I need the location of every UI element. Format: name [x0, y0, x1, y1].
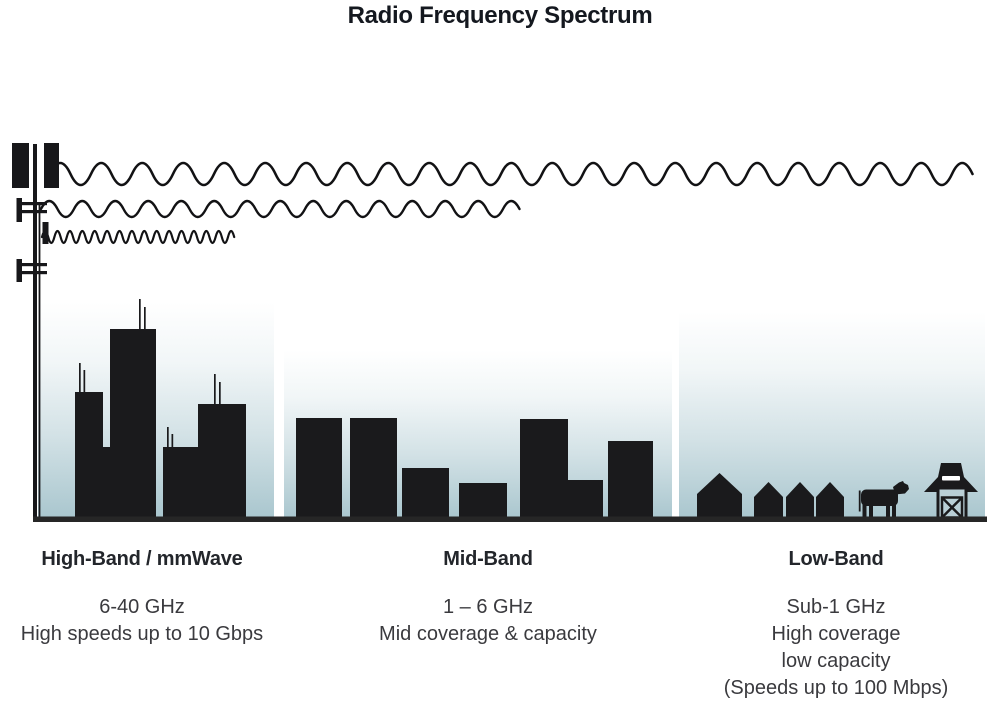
- band-label-high: High-Band / mmWave 6-40 GHz High speeds …: [18, 548, 266, 648]
- house-icon: [697, 473, 742, 519]
- house-icon: [816, 482, 844, 519]
- ground-line: [33, 516, 987, 522]
- band-description-mid: Mid coverage & capacity: [379, 623, 597, 645]
- band-frequency-mid: 1 – 6 GHz: [442, 596, 534, 618]
- band-label-mid: Mid-Band 1 – 6 GHz Mid coverage & capaci…: [362, 548, 614, 648]
- cell-tower-icon: [12, 143, 59, 521]
- house-icon: [754, 482, 783, 519]
- mid-band-wave-icon: [39, 199, 521, 219]
- band-heading-high: High-Band / mmWave: [41, 548, 243, 570]
- house-icon: [786, 482, 814, 519]
- barn-icon: [924, 463, 978, 521]
- band-label-low: Low-Band Sub-1 GHz High coverage low cap…: [708, 548, 964, 702]
- city-skyline: [75, 299, 246, 519]
- band-description-low-1: High coverage: [771, 623, 901, 645]
- rooftop-antenna-icon: [79, 299, 221, 448]
- low-band-wave-icon: [48, 161, 974, 187]
- band-heading-mid: Mid-Band: [443, 548, 533, 570]
- band-heading-low: Low-Band: [788, 548, 884, 570]
- page-title: Radio Frequency Spectrum: [347, 2, 653, 29]
- high-band-wave-icon: [40, 229, 236, 245]
- suburban-buildings: [296, 418, 653, 519]
- cow-icon: [858, 481, 909, 519]
- band-frequency-low: Sub-1 GHz: [786, 596, 886, 618]
- band-frequency-high: 6-40 GHz: [99, 596, 185, 618]
- band-description-low-2: low capacity: [781, 650, 891, 672]
- band-description-high: High speeds up to 10 Gbps: [20, 623, 264, 645]
- band-description-low-3: (Speeds up to 100 Mbps): [723, 677, 949, 699]
- rural-farm: [697, 463, 978, 521]
